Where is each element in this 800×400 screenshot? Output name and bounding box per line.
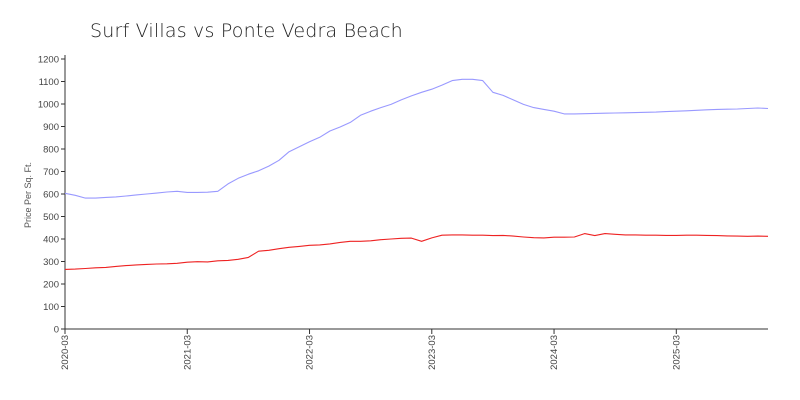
y-tick-label: 200 (43, 280, 59, 291)
x-tick-label: 2023-03 (427, 335, 438, 370)
y-tick-label: 0 (54, 325, 59, 336)
x-tick-label: 2024-03 (549, 335, 560, 370)
y-tick-label: 700 (43, 167, 59, 178)
y-tick-label: 800 (43, 145, 59, 156)
series-line-2 (64, 233, 769, 270)
y-tick-label: 600 (43, 190, 59, 201)
y-tick-label: 1000 (38, 100, 59, 111)
y-tick-label: 100 (43, 302, 59, 313)
x-tick-label: 2025-03 (671, 335, 682, 370)
series-line-1 (64, 78, 769, 199)
chart-title: Surf Villas vs Ponte Vedra Beach (90, 20, 403, 42)
x-tick-label: 2022-03 (305, 335, 316, 370)
y-tick-label: 900 (43, 122, 59, 133)
y-tick-label: 1200 (38, 55, 59, 66)
y-tick-label: 300 (43, 257, 59, 268)
x-tick-label: 2021-03 (182, 335, 193, 370)
y-tick-label: 1100 (39, 77, 59, 88)
y-tick-label: 400 (43, 235, 59, 246)
x-tick-label: 2020-03 (60, 335, 71, 370)
y-tick-label: 500 (43, 212, 59, 223)
